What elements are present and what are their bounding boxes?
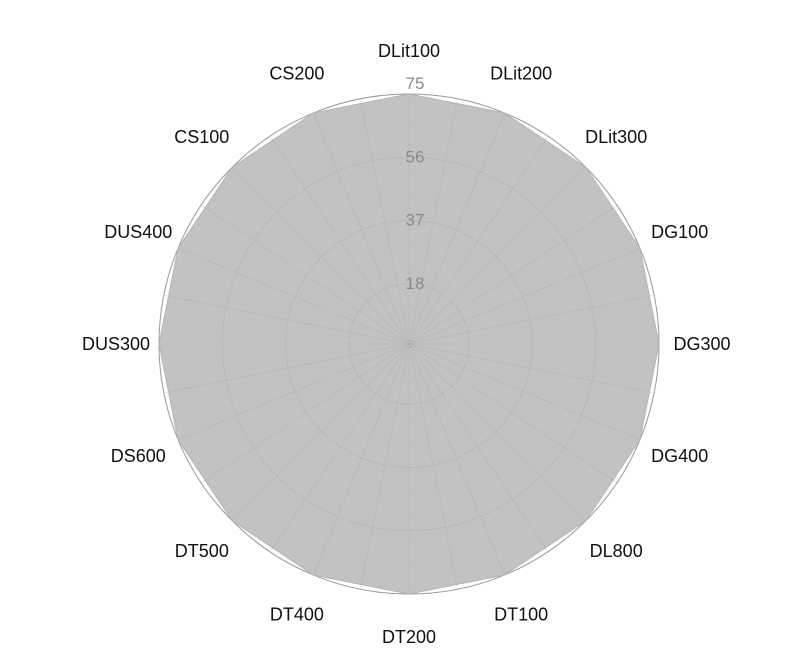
r-tick-label-3: 75 bbox=[406, 74, 425, 93]
r-tick-label-2: 56 bbox=[406, 147, 425, 166]
category-label-5: DG400 bbox=[651, 446, 708, 466]
grid-spoke-14 bbox=[408, 343, 505, 576]
category-label-10: DT500 bbox=[175, 541, 229, 561]
grid-spoke-29 bbox=[269, 135, 410, 345]
grid-spoke-18 bbox=[313, 343, 410, 576]
grid-spoke-7 bbox=[408, 294, 655, 345]
category-label-0: DLit100 bbox=[378, 41, 440, 61]
category-label-7: DT100 bbox=[494, 605, 548, 625]
grid-spoke-28 bbox=[232, 167, 410, 345]
category-label-11: DS600 bbox=[111, 446, 166, 466]
r-tick-label-0: 18 bbox=[406, 274, 425, 293]
category-label-4: DG300 bbox=[673, 334, 730, 354]
grid-spoke-27 bbox=[200, 204, 410, 345]
grid-spoke-25 bbox=[163, 294, 410, 345]
grid-spoke-13 bbox=[408, 343, 549, 553]
category-label-2: DLit300 bbox=[585, 127, 647, 147]
category-label-6: DL800 bbox=[590, 541, 643, 561]
grid-spoke-2 bbox=[408, 112, 505, 345]
category-label-15: CS200 bbox=[269, 63, 324, 83]
grid-spoke-9 bbox=[408, 343, 655, 394]
grid-spoke-11 bbox=[408, 343, 618, 484]
grid-spoke-22 bbox=[177, 343, 410, 440]
grid-spoke-17 bbox=[359, 343, 410, 590]
grid-spoke-15 bbox=[408, 343, 459, 590]
category-label-12: DUS300 bbox=[82, 334, 150, 354]
grid-spoke-4 bbox=[408, 167, 586, 345]
grid-spoke-12 bbox=[408, 343, 586, 521]
grid-spoke-1 bbox=[408, 98, 459, 345]
grid-spoke-6 bbox=[408, 248, 641, 345]
grid-spoke-20 bbox=[232, 343, 410, 521]
category-label-14: CS100 bbox=[174, 127, 229, 147]
category-label-3: DG100 bbox=[651, 222, 708, 242]
grid-spoke-3 bbox=[408, 135, 549, 345]
grid-spoke-5 bbox=[408, 204, 618, 345]
grid-spoke-19 bbox=[269, 343, 410, 553]
grid-spoke-31 bbox=[359, 98, 410, 345]
category-label-1: DLit200 bbox=[490, 63, 552, 83]
category-label-8: DT200 bbox=[382, 627, 436, 647]
category-label-13: DUS400 bbox=[104, 222, 172, 242]
category-label-9: DT400 bbox=[270, 605, 324, 625]
grid-spoke-10 bbox=[408, 343, 641, 440]
grid-spoke-26 bbox=[177, 248, 410, 345]
grid-spoke-21 bbox=[200, 343, 410, 484]
grid-spoke-30 bbox=[313, 112, 410, 345]
grid-spoke-23 bbox=[163, 343, 410, 394]
r-tick-label-1: 37 bbox=[406, 211, 425, 230]
